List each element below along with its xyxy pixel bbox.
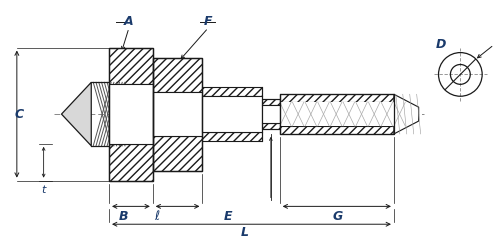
Bar [153, 58, 202, 171]
Text: B: B [118, 210, 128, 223]
Bar [109, 84, 153, 144]
Bar [109, 48, 153, 180]
Bar [280, 94, 394, 134]
Text: A: A [124, 15, 134, 28]
Polygon shape [394, 94, 418, 134]
Bar [262, 105, 280, 123]
Polygon shape [62, 82, 92, 146]
Bar [202, 87, 262, 96]
Bar [109, 48, 153, 84]
Bar [202, 132, 262, 141]
Bar [153, 136, 202, 171]
Text: L: L [241, 226, 249, 239]
Bar [262, 123, 280, 129]
Text: C: C [14, 108, 24, 120]
Text: F: F [204, 15, 212, 28]
Bar [262, 99, 280, 105]
Bar [280, 126, 394, 134]
Bar [153, 58, 202, 92]
Text: E: E [224, 210, 232, 223]
Bar [109, 144, 153, 180]
Bar [202, 96, 262, 132]
Bar [153, 92, 202, 136]
Bar [280, 94, 394, 102]
Text: $\ell$: $\ell$ [154, 209, 161, 223]
Text: D: D [436, 38, 446, 51]
Bar [280, 102, 394, 126]
Text: G: G [332, 210, 342, 223]
Text: t: t [42, 186, 46, 196]
Bar [262, 99, 280, 129]
